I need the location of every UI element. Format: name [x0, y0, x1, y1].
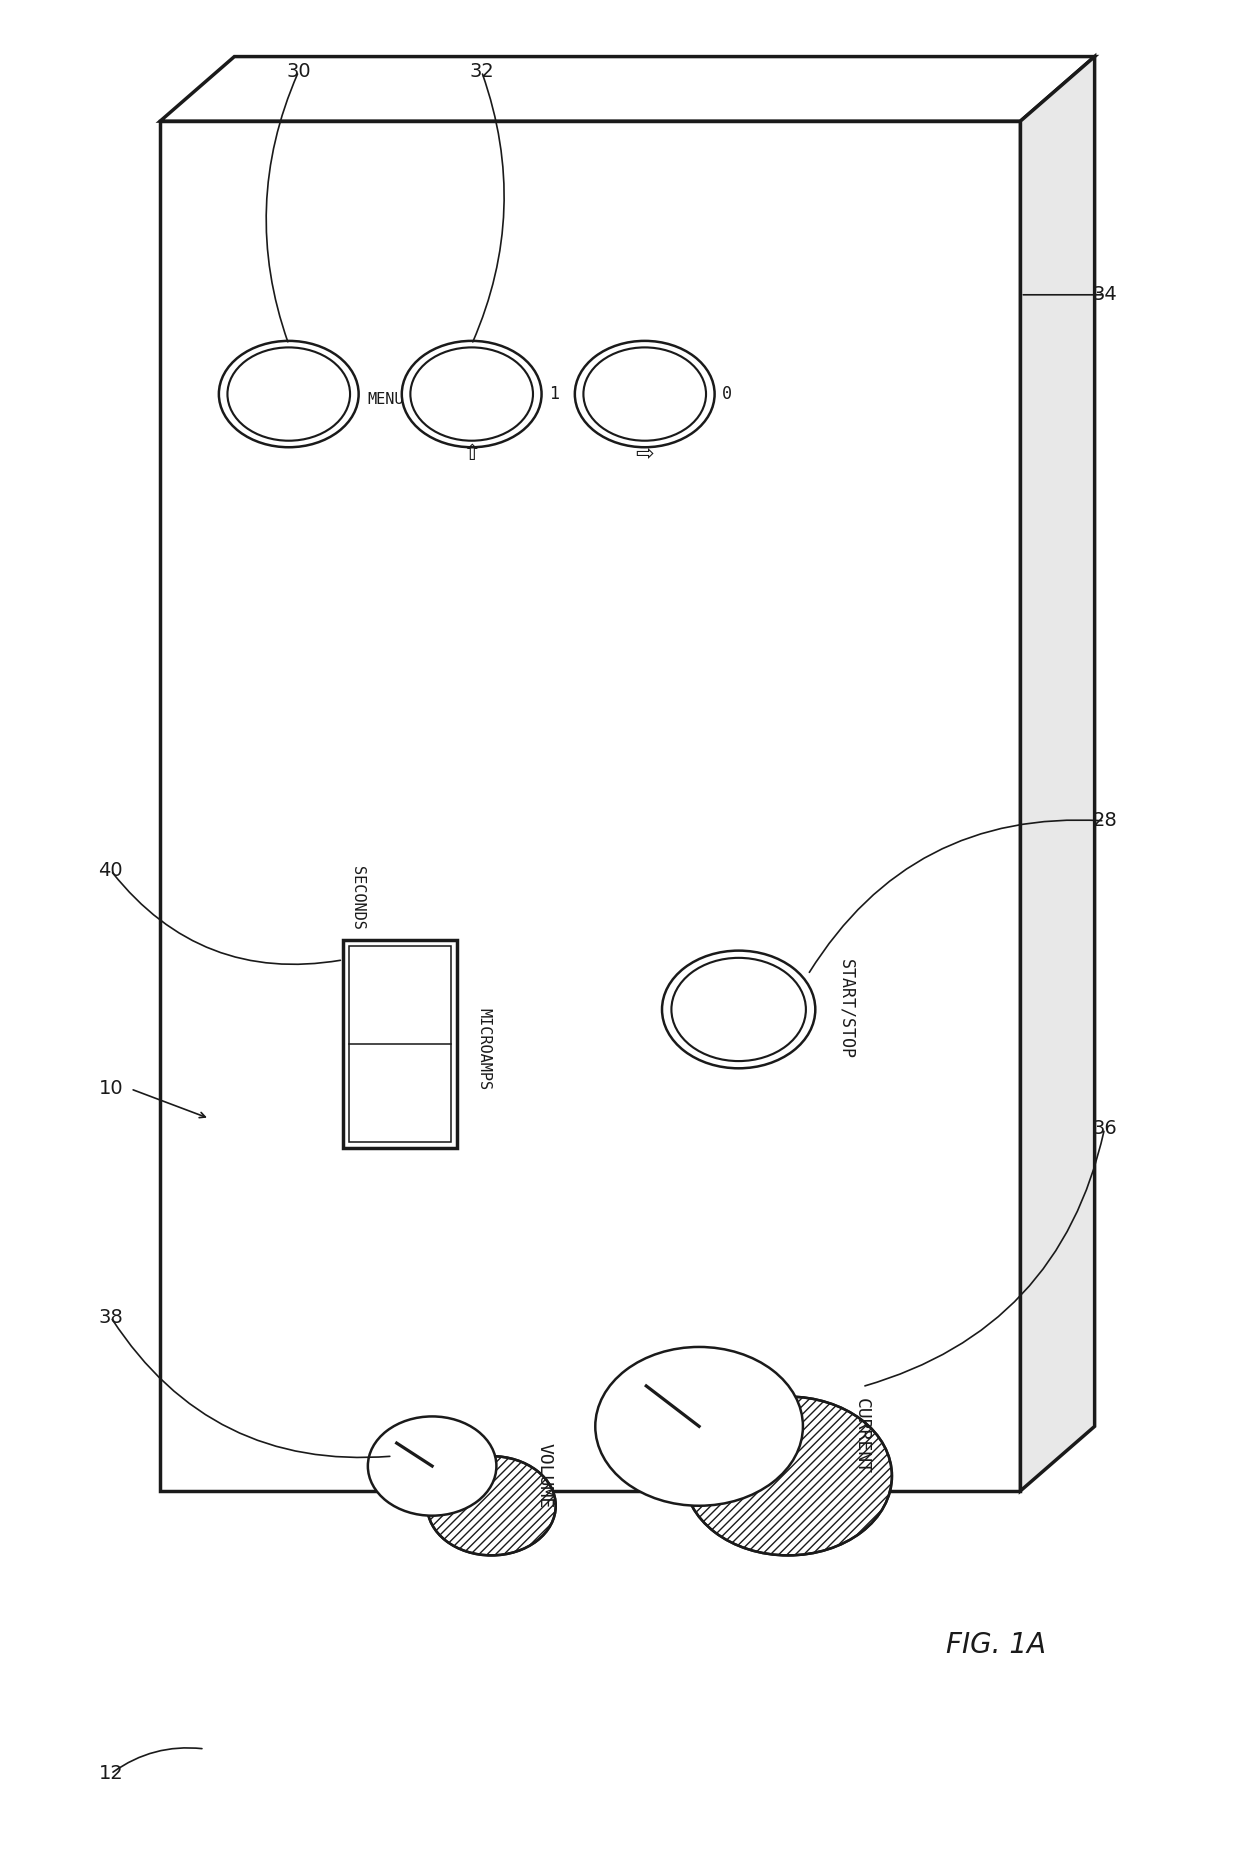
Polygon shape — [160, 56, 1095, 122]
Text: FIG. 1A: FIG. 1A — [946, 1631, 1045, 1659]
Text: 30: 30 — [286, 62, 311, 81]
Text: 38: 38 — [98, 1307, 123, 1328]
Text: ⇨: ⇨ — [635, 444, 653, 463]
Text: 28: 28 — [1092, 812, 1117, 831]
Ellipse shape — [410, 347, 533, 441]
Ellipse shape — [227, 347, 350, 441]
Ellipse shape — [662, 951, 816, 1069]
Text: MENU: MENU — [368, 392, 404, 407]
Text: 1: 1 — [549, 384, 559, 403]
Ellipse shape — [595, 1346, 804, 1506]
Text: 36: 36 — [1092, 1119, 1117, 1138]
Text: 40: 40 — [98, 861, 123, 879]
Ellipse shape — [428, 1457, 556, 1556]
Ellipse shape — [684, 1397, 892, 1556]
Ellipse shape — [402, 341, 542, 448]
Ellipse shape — [583, 347, 706, 441]
Bar — [160, 122, 1021, 1491]
Text: SECONDS: SECONDS — [351, 866, 366, 930]
Text: MICROAMPS: MICROAMPS — [476, 1009, 491, 1089]
Ellipse shape — [219, 341, 358, 448]
Text: 34: 34 — [1092, 285, 1117, 304]
Text: 12: 12 — [98, 1764, 123, 1783]
Text: 32: 32 — [469, 62, 494, 81]
Text: VOLUME: VOLUME — [536, 1444, 554, 1509]
Polygon shape — [1021, 56, 1095, 1491]
Ellipse shape — [671, 958, 806, 1061]
Text: CURRENT: CURRENT — [852, 1399, 870, 1474]
Ellipse shape — [575, 341, 714, 448]
Bar — [350, 945, 451, 1142]
Ellipse shape — [368, 1416, 496, 1515]
Text: 10: 10 — [98, 1080, 123, 1099]
Text: START/STOP: START/STOP — [837, 960, 856, 1059]
Text: ⇧: ⇧ — [463, 444, 481, 463]
Bar — [343, 939, 456, 1148]
Text: 0: 0 — [722, 384, 732, 403]
